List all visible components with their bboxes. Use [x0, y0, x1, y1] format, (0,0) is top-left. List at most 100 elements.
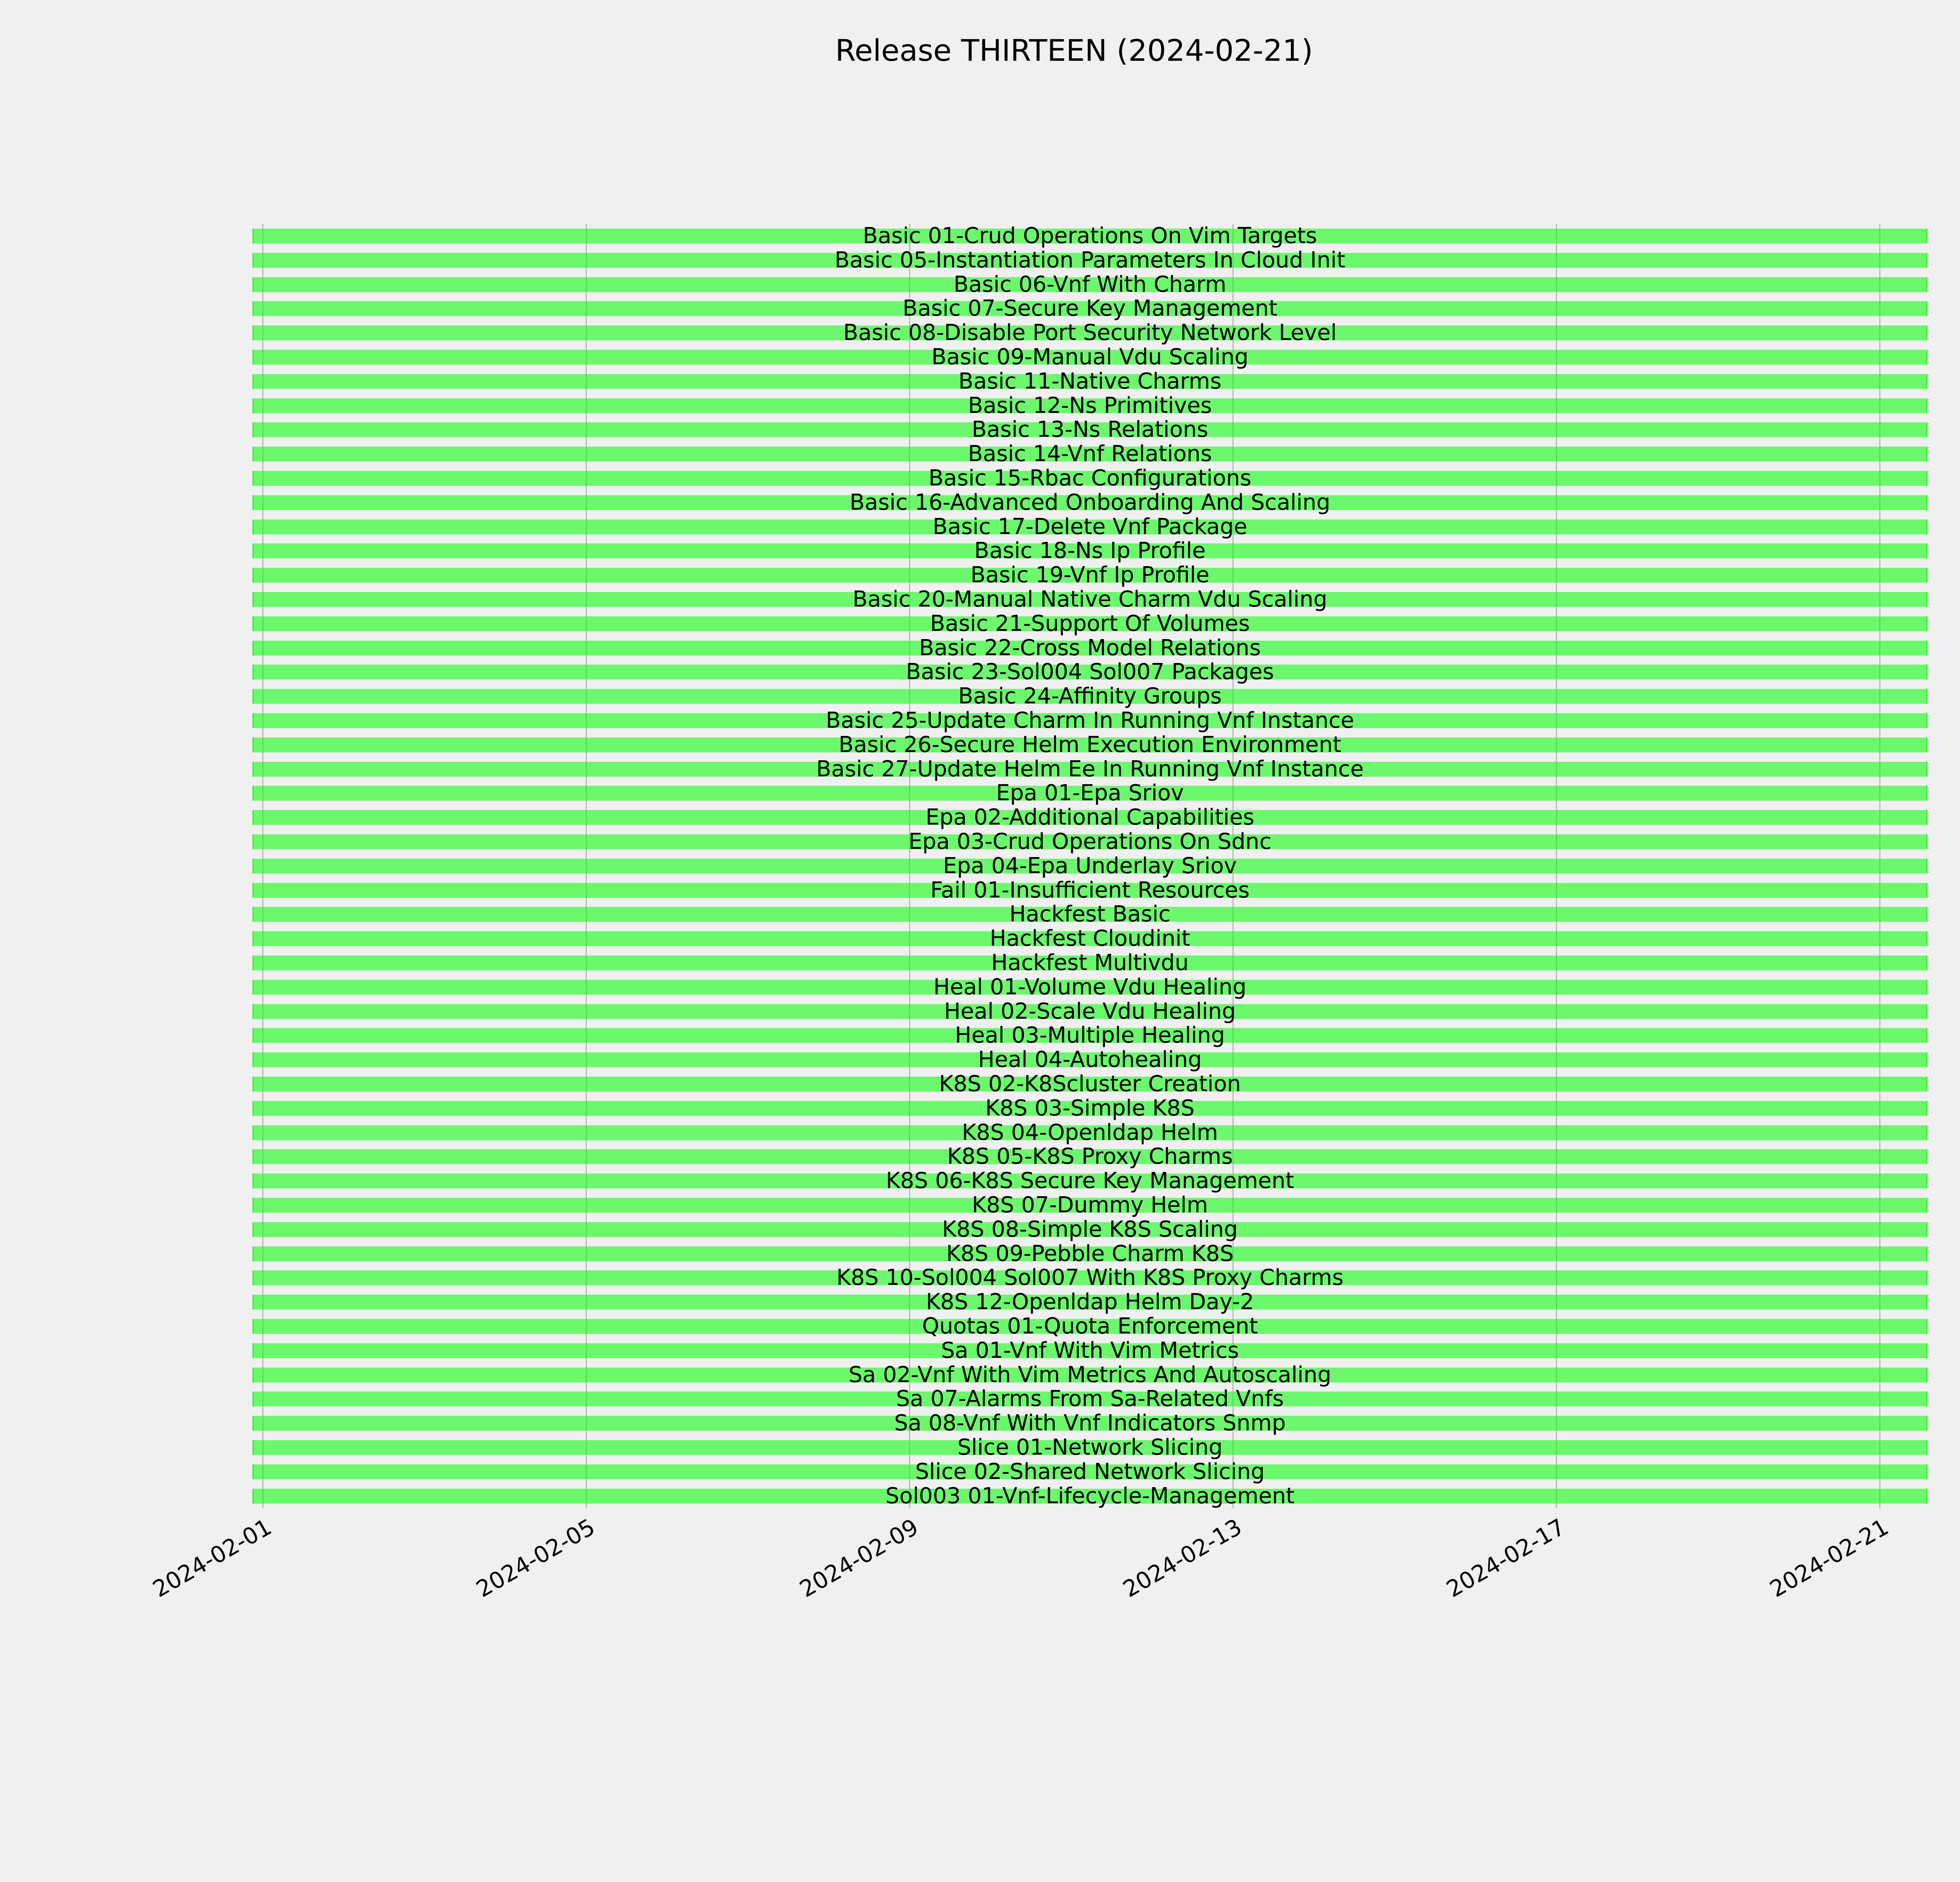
- gantt-bar: Basic 05-Instantiation Parameters In Clo…: [252, 249, 1927, 271]
- gantt-bar: Hackfest Basic: [252, 903, 1927, 925]
- gantt-bar: Epa 04-Epa Underlay Sriov: [252, 855, 1927, 877]
- task-label: Sa 07-Alarms From Sa-Related Vnfs: [896, 1386, 1284, 1412]
- gantt-bar: Epa 01-Epa Sriov: [252, 782, 1927, 804]
- gantt-bar: K8S 05-K8S Proxy Charms: [252, 1146, 1927, 1168]
- task-label: Basic 20-Manual Native Charm Vdu Scaling: [852, 587, 1328, 612]
- task-label: Basic 14-Vnf Relations: [968, 441, 1212, 467]
- gantt-bar: Basic 23-Sol004 Sol007 Packages: [252, 661, 1927, 683]
- gantt-bar: Basic 22-Cross Model Relations: [252, 637, 1927, 659]
- task-label: Hackfest Multivdu: [991, 950, 1189, 976]
- gantt-bar: Basic 24-Affinity Groups: [252, 685, 1927, 707]
- gantt-bar: Basic 20-Manual Native Charm Vdu Scaling: [252, 587, 1927, 612]
- gantt-bar: Heal 04-Autohealing: [252, 1049, 1927, 1071]
- gantt-bar: Slice 01-Network Slicing: [252, 1437, 1927, 1459]
- task-label: Epa 03-Crud Operations On Sdnc: [908, 829, 1272, 854]
- task-label: Heal 02-Scale Vdu Healing: [944, 998, 1236, 1024]
- task-label: Sa 02-Vnf With Vim Metrics And Autoscali…: [848, 1362, 1332, 1388]
- task-label: Basic 25-Update Charm In Running Vnf Ins…: [826, 708, 1354, 733]
- task-label: Basic 27-Update Helm Ee In Running Vnf I…: [816, 756, 1364, 782]
- gantt-bar: Epa 02-Additional Capabilities: [252, 805, 1927, 830]
- task-label: Basic 12-Ns Primitives: [968, 392, 1212, 418]
- gantt-bar: Basic 12-Ns Primitives: [252, 394, 1927, 416]
- gantt-bar: K8S 04-Openldap Helm: [252, 1121, 1927, 1143]
- x-tick-label: 2024-02-05: [472, 1513, 600, 1603]
- gantt-bar: Heal 03-Multiple Healing: [252, 1023, 1927, 1048]
- gantt-bar: Basic 27-Update Helm Ee In Running Vnf I…: [252, 758, 1927, 780]
- task-label: K8S 08-Simple K8S Scaling: [942, 1216, 1238, 1242]
- task-label: K8S 05-K8S Proxy Charms: [947, 1144, 1233, 1170]
- task-label: Fail 01-Insufficient Resources: [930, 877, 1250, 903]
- task-label: K8S 04-Openldap Helm: [962, 1119, 1218, 1145]
- gantt-bar: Basic 18-Ns Ip Profile: [252, 540, 1927, 562]
- task-label: Basic 09-Manual Vdu Scaling: [931, 344, 1249, 370]
- x-tick-label: 2024-02-17: [1442, 1513, 1570, 1603]
- task-label: Basic 23-Sol004 Sol007 Packages: [906, 659, 1274, 685]
- gantt-bar: Basic 01-Crud Operations On Vim Targets: [252, 225, 1927, 247]
- gantt-bar: Hackfest Multivdu: [252, 952, 1927, 974]
- task-label: Basic 07-Secure Key Management: [902, 296, 1278, 322]
- gantt-bar: Basic 08-Disable Port Security Network L…: [252, 322, 1927, 344]
- gantt-bar: Quotas 01-Quota Enforcement: [252, 1315, 1927, 1337]
- gantt-bar: Heal 02-Scale Vdu Healing: [252, 1000, 1927, 1022]
- gantt-bar: Fail 01-Insufficient Resources: [252, 879, 1927, 901]
- gantt-bar: Epa 03-Crud Operations On Sdnc: [252, 831, 1927, 853]
- task-label: Hackfest Cloudinit: [989, 926, 1191, 952]
- chart-title: Release THIRTEEN (2024-02-21): [835, 33, 1313, 68]
- gantt-bar: K8S 12-Openldap Helm Day-2: [252, 1291, 1927, 1313]
- task-label: Hackfest Basic: [1009, 901, 1171, 927]
- x-tick-label: 2024-02-21: [1765, 1513, 1893, 1603]
- gantt-bar: Basic 09-Manual Vdu Scaling: [252, 346, 1927, 368]
- gantt-bar: Sol003 01-Vnf-Lifecycle-Management: [252, 1485, 1927, 1507]
- task-label: Basic 08-Disable Port Security Network L…: [843, 320, 1337, 346]
- task-label: Epa 04-Epa Underlay Sriov: [943, 853, 1237, 879]
- task-label: Basic 21-Support Of Volumes: [930, 610, 1250, 636]
- task-label: Basic 13-Ns Relations: [971, 417, 1209, 443]
- gantt-bar: Basic 11-Native Charms: [252, 368, 1927, 394]
- gantt-bar: Basic 19-Vnf Ip Profile: [252, 564, 1927, 586]
- task-label: Heal 03-Multiple Healing: [955, 1023, 1225, 1048]
- gantt-bar: K8S 10-Sol004 Sol007 With K8S Proxy Char…: [252, 1267, 1927, 1289]
- task-label: Basic 17-Delete Vnf Package: [933, 514, 1247, 540]
- task-label: Epa 02-Additional Capabilities: [926, 805, 1254, 830]
- task-label: K8S 06-K8S Secure Key Management: [886, 1168, 1294, 1194]
- gantt-bar: Basic 26-Secure Helm Execution Environme…: [252, 734, 1927, 756]
- task-label: K8S 03-Simple K8S: [985, 1095, 1195, 1121]
- x-tick-label: 2024-02-13: [1118, 1513, 1247, 1603]
- gantt-bar: K8S 06-K8S Secure Key Management: [252, 1170, 1927, 1192]
- task-label: Quotas 01-Quota Enforcement: [922, 1313, 1258, 1339]
- task-label: Basic 16-Advanced Onboarding And Scaling: [849, 489, 1330, 515]
- task-label: K8S 09-Pebble Charm K8S: [946, 1241, 1234, 1266]
- gantt-bar: Basic 13-Ns Relations: [252, 419, 1927, 441]
- task-label: Basic 06-Vnf With Charm: [953, 271, 1227, 297]
- task-label: Basic 11-Native Charms: [958, 368, 1222, 394]
- gantt-bar: Hackfest Cloudinit: [252, 928, 1927, 950]
- gantt-bar: Slice 02-Shared Network Slicing: [252, 1461, 1927, 1482]
- task-label: K8S 12-Openldap Helm Day-2: [926, 1289, 1254, 1315]
- task-label: Epa 01-Epa Sriov: [996, 780, 1184, 806]
- gantt-bar: Basic 14-Vnf Relations: [252, 443, 1927, 465]
- task-label: Basic 26-Secure Helm Execution Environme…: [838, 732, 1341, 758]
- gantt-bar: Basic 06-Vnf With Charm: [252, 273, 1927, 295]
- gantt-bar: Basic 21-Support Of Volumes: [252, 612, 1927, 634]
- gantt-bar: Sa 02-Vnf With Vim Metrics And Autoscali…: [252, 1364, 1927, 1386]
- gantt-bar: Sa 08-Vnf With Vnf Indicators Snmp: [252, 1412, 1927, 1434]
- task-label: Basic 15-Rbac Configurations: [928, 465, 1252, 491]
- task-label: Basic 05-Instantiation Parameters In Clo…: [835, 247, 1345, 273]
- task-label: Basic 22-Cross Model Relations: [919, 635, 1261, 661]
- gantt-bar: Sa 01-Vnf With Vim Metrics: [252, 1339, 1927, 1361]
- task-label: Sa 01-Vnf With Vim Metrics: [941, 1337, 1239, 1363]
- gantt-bar: K8S 08-Simple K8S Scaling: [252, 1218, 1927, 1240]
- task-label: Basic 24-Affinity Groups: [958, 683, 1222, 709]
- gantt-bar: Sa 07-Alarms From Sa-Related Vnfs: [252, 1388, 1927, 1410]
- gantt-bar: K8S 03-Simple K8S: [252, 1097, 1927, 1119]
- task-label: Sa 08-Vnf With Vnf Indicators Snmp: [894, 1410, 1286, 1436]
- gantt-bar: Basic 15-Rbac Configurations: [252, 467, 1927, 489]
- gantt-bar: Heal 01-Volume Vdu Healing: [252, 976, 1927, 998]
- x-tick-label: 2024-02-09: [795, 1513, 923, 1603]
- task-label: K8S 02-K8Scluster Creation: [939, 1071, 1241, 1097]
- task-label: Basic 18-Ns Ip Profile: [974, 538, 1206, 564]
- task-label: Basic 19-Vnf Ip Profile: [970, 562, 1210, 588]
- task-label: Heal 04-Autohealing: [978, 1047, 1202, 1073]
- task-label: Slice 02-Shared Network Slicing: [915, 1459, 1265, 1484]
